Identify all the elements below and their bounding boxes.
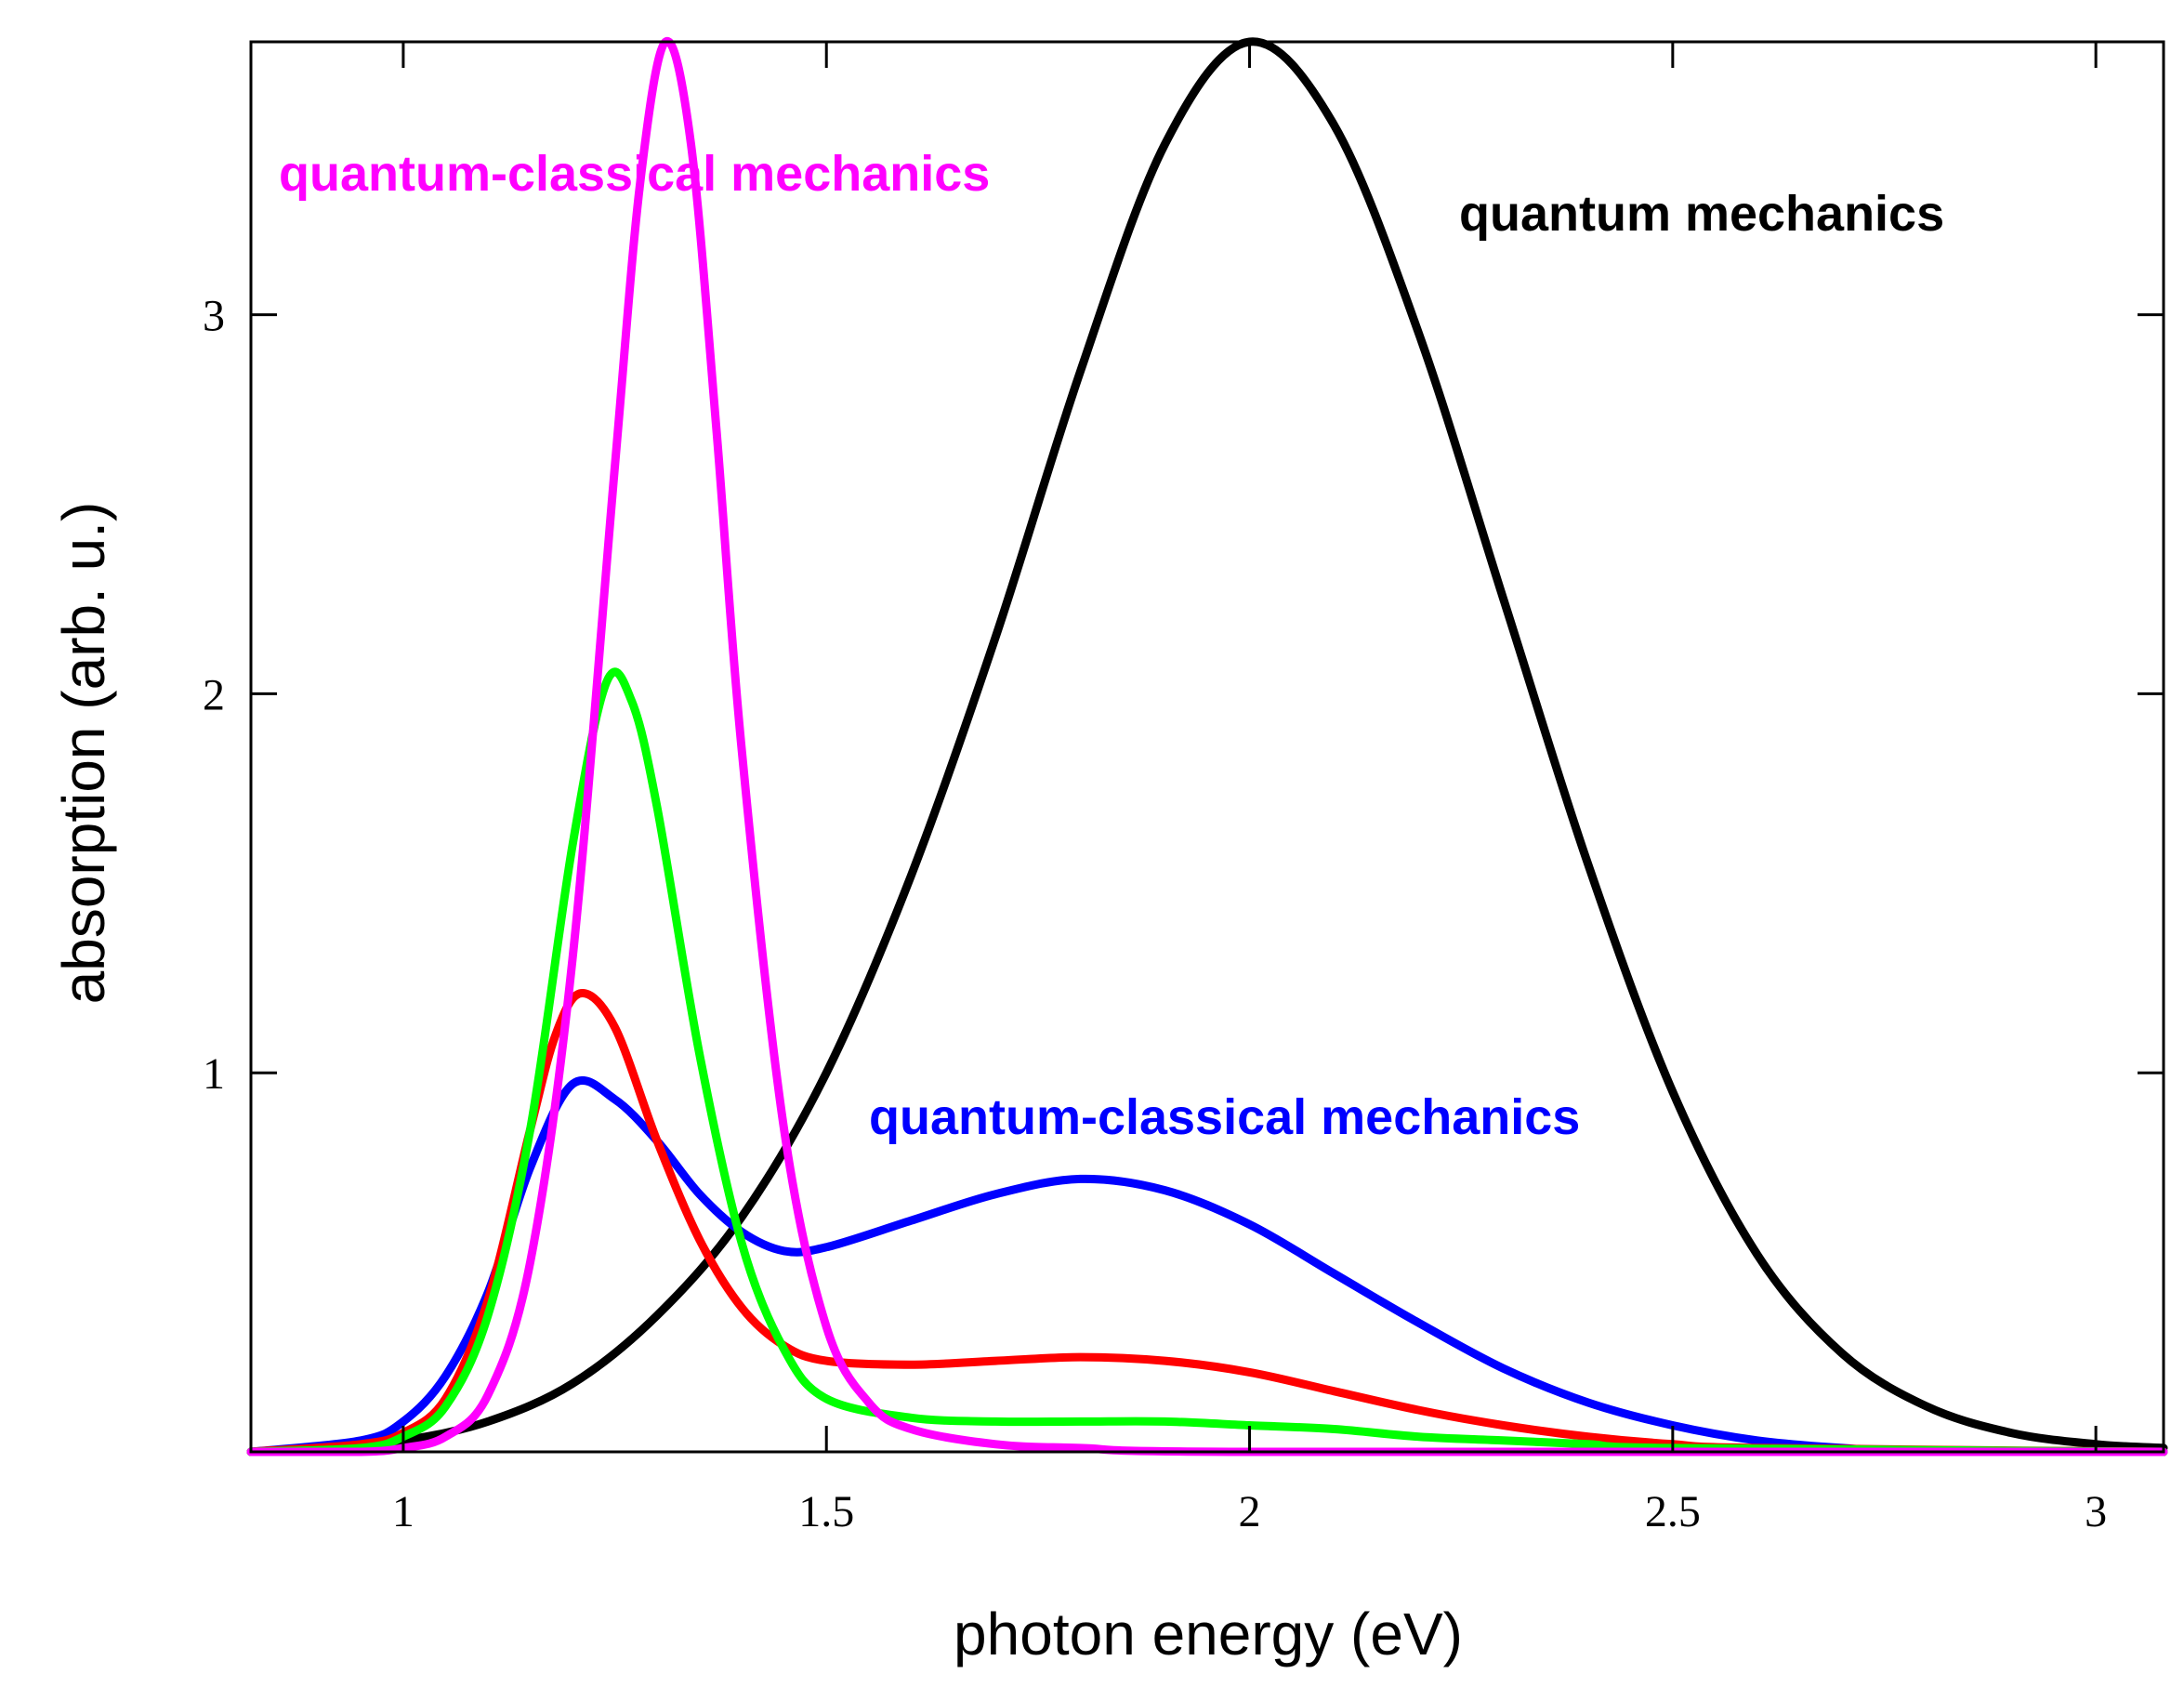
- plot-frame: [249, 40, 2165, 1454]
- annotation-quantum-mechanics: quantum mechanics: [1459, 186, 1944, 242]
- x-tick-label-2: 2: [1239, 1487, 1261, 1536]
- series-green: [246, 667, 2168, 1456]
- y-tick-label-2: 3: [203, 292, 225, 341]
- y-tick-label-0: 1: [203, 1049, 225, 1099]
- annotation-quantum-classical-blue: quantum-classical mechanics: [869, 1089, 1580, 1145]
- series-quantum-classical-magenta: [246, 36, 2168, 1456]
- x-tick-label-4: 3: [2085, 1487, 2107, 1536]
- x-tick-label-1: 1.5: [798, 1487, 854, 1536]
- x-axis-title: photon energy (eV): [954, 1601, 1463, 1667]
- x-tick-label-0: 1: [392, 1487, 414, 1536]
- y-tick-label-1: 2: [203, 670, 225, 719]
- tick-layer: 1 1.5 2 2.5 3 1 2 3: [203, 42, 2164, 1536]
- series-quantum-mechanics: [246, 37, 2168, 1456]
- series-layer: [246, 36, 2168, 1456]
- annotation-quantum-classical-magenta: quantum-classical mechanics: [279, 146, 990, 202]
- y-axis-title: absorption (arb. u.): [50, 502, 117, 1005]
- x-tick-label-3: 2.5: [1645, 1487, 1701, 1536]
